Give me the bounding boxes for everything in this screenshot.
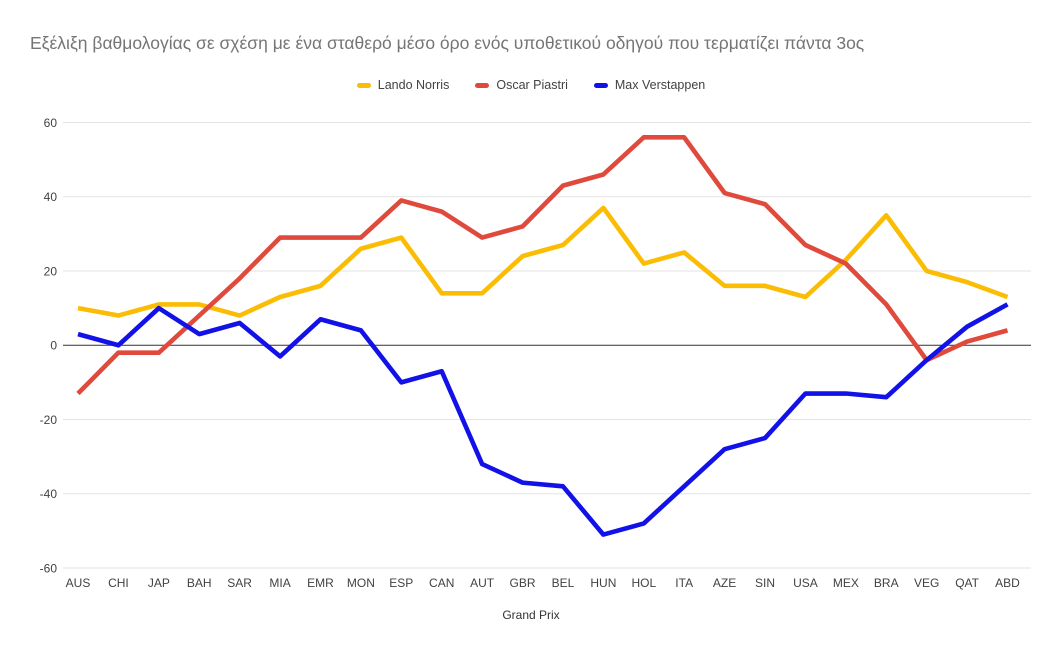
- x-tick-label: ITA: [675, 576, 693, 590]
- x-tick-label: MEX: [833, 576, 859, 590]
- legend-marker-icon: [356, 82, 371, 88]
- x-tick-label: SAR: [227, 576, 252, 590]
- legend-marker-icon: [475, 82, 490, 88]
- x-tick-label: GBR: [510, 576, 536, 590]
- series-line-max-verstappen: [77, 302, 1009, 537]
- x-tick-label: AUS: [66, 576, 91, 590]
- x-tick-label: JAP: [148, 576, 170, 590]
- y-tick-label: -20: [40, 413, 58, 427]
- series-line-lando-norris: [77, 205, 1009, 318]
- x-tick-label: USA: [793, 576, 818, 590]
- x-tick-label: CAN: [429, 576, 454, 590]
- x-tick-label: SIN: [755, 576, 775, 590]
- x-tick-label: CHI: [108, 576, 129, 590]
- x-tick-label: VEG: [914, 576, 939, 590]
- x-tick-label: QAT: [955, 576, 979, 590]
- x-tick-label: ESP: [389, 576, 413, 590]
- legend-item-lando-norris: Lando Norris: [356, 78, 450, 92]
- x-tick-label: MON: [347, 576, 375, 590]
- legend-label: Lando Norris: [377, 78, 450, 92]
- chart-legend: Lando Norris Oscar Piastri Max Verstappen: [0, 77, 1062, 93]
- y-tick-label: 40: [44, 190, 58, 204]
- x-tick-label: MIA: [269, 576, 290, 590]
- legend-label: Oscar Piastri: [496, 78, 568, 92]
- y-tick-label: 60: [44, 116, 58, 130]
- chart-title: Εξέλιξη βαθμολογίας σε σχέση με ένα σταθ…: [30, 33, 865, 53]
- legend-item-oscar-piastri: Oscar Piastri: [475, 78, 568, 92]
- x-tick-label: HOL: [631, 576, 656, 590]
- y-tick-label: 20: [44, 264, 58, 278]
- x-tick-label: HUN: [590, 576, 616, 590]
- series-line-oscar-piastri: [76, 135, 1009, 396]
- y-tick-label: -40: [40, 487, 58, 501]
- x-tick-label: AZE: [713, 576, 736, 590]
- x-tick-label: ABD: [995, 576, 1020, 590]
- x-tick-label: AUT: [470, 576, 495, 590]
- x-tick-label: EMR: [307, 576, 334, 590]
- x-tick-label: BEL: [552, 576, 575, 590]
- legend-label: Max Verstappen: [614, 78, 706, 92]
- legend-marker-icon: [593, 82, 608, 88]
- legend-item-max-verstappen: Max Verstappen: [593, 78, 706, 92]
- y-tick-label: 0: [50, 339, 57, 353]
- y-tick-label: -60: [40, 561, 58, 575]
- x-axis-title: Grand Prix: [502, 608, 560, 622]
- x-tick-label: BRA: [874, 576, 899, 590]
- x-tick-label: BAH: [187, 576, 212, 590]
